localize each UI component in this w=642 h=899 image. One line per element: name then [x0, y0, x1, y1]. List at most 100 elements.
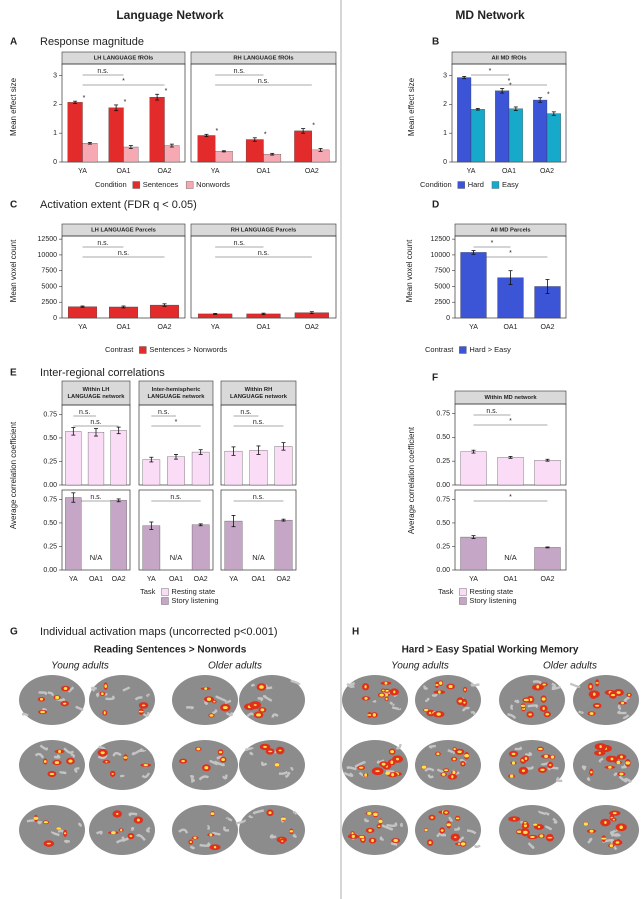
x-tick-label: OA2	[540, 576, 554, 583]
activation-core	[619, 772, 624, 776]
activation-core	[615, 841, 620, 844]
brain	[89, 675, 155, 725]
activation-core	[609, 844, 614, 848]
column-header: Language Network	[116, 8, 224, 22]
bar	[142, 525, 161, 571]
activation-core	[612, 818, 615, 821]
value-label: N/A	[90, 553, 103, 562]
significance-label: n.s.	[118, 250, 129, 257]
brain	[573, 805, 639, 855]
gyrus	[34, 752, 45, 759]
legend-swatch	[161, 588, 169, 596]
gyrus	[423, 685, 429, 690]
gyrus	[399, 822, 403, 827]
gyrus	[142, 712, 150, 717]
bar	[274, 519, 293, 571]
significance-star: *	[165, 88, 168, 95]
gyrus	[131, 747, 144, 756]
gyrus	[134, 696, 143, 701]
gyrus	[235, 819, 246, 825]
activation-core	[289, 830, 294, 833]
gyrus	[141, 772, 151, 779]
panel-letter: E	[10, 368, 17, 379]
activation-core	[115, 812, 119, 815]
activation-core	[111, 772, 114, 775]
brain	[342, 675, 408, 725]
activation-core	[509, 774, 514, 778]
activation-core	[384, 689, 389, 692]
activation-core	[436, 752, 440, 756]
significance-label: *	[508, 78, 511, 85]
activation-core	[464, 753, 470, 758]
strip-label: All MD Parcels	[490, 228, 530, 234]
error-bar	[513, 106, 518, 111]
legend-label: Hard	[468, 180, 484, 189]
significance-label: n.s.	[90, 494, 101, 501]
activation-core	[541, 697, 546, 701]
gyrus	[622, 714, 630, 719]
bar	[470, 109, 485, 163]
gyrus	[53, 754, 61, 759]
activation-core	[590, 771, 593, 774]
y-tick-label: 2	[53, 101, 57, 108]
legend-label: Nonwords	[196, 180, 230, 189]
gyrus	[262, 695, 273, 702]
y-tick-label: 1	[443, 130, 447, 137]
significance-label: n.s.	[158, 409, 169, 416]
activation-core	[373, 812, 378, 817]
strip-label: LH LANGUAGE fROIs	[94, 56, 154, 62]
gyrus	[381, 824, 394, 831]
activation-core	[464, 688, 467, 691]
error-bar	[80, 305, 85, 308]
activation-core	[595, 704, 600, 707]
x-tick-label: YA	[467, 168, 476, 175]
activation-core	[540, 768, 545, 771]
group-label: Older adults	[208, 661, 262, 672]
group-label: Young adults	[51, 661, 109, 672]
activation-core	[129, 835, 133, 838]
bar	[495, 90, 510, 163]
legend-label: Sentences	[143, 180, 179, 189]
activation-core	[218, 750, 223, 754]
gyrus	[249, 751, 254, 756]
activation-core	[43, 760, 47, 763]
strip-label: Within MD network	[484, 395, 537, 401]
y-tick-label: 0	[53, 159, 57, 166]
gyrus	[74, 767, 80, 774]
significance-label: n.s.	[97, 240, 108, 247]
gyrus	[466, 829, 477, 835]
gyrus	[551, 682, 557, 689]
gyrus	[146, 826, 151, 833]
activation-core	[528, 713, 532, 716]
activation-core	[209, 714, 214, 717]
activation-core	[538, 747, 543, 751]
gyrus	[246, 712, 254, 718]
activation-core	[536, 685, 540, 689]
error-bar	[149, 521, 154, 530]
gyrus	[248, 814, 254, 819]
activation-core	[222, 706, 228, 710]
legend-label: Resting state	[171, 587, 215, 596]
error-bar	[71, 427, 76, 436]
y-axis-label: Average correlation coefficient	[407, 426, 416, 534]
gyrus	[440, 832, 446, 837]
gyrus	[98, 745, 107, 750]
legend-label: Story listening	[469, 596, 516, 605]
panel-letter: B	[432, 37, 439, 48]
bar	[224, 520, 243, 571]
error-bar	[169, 143, 174, 148]
gyrus	[289, 766, 294, 772]
x-tick-label: YA	[78, 168, 87, 175]
gyrus	[285, 771, 291, 778]
x-tick-label: OA1	[169, 576, 183, 583]
strip	[220, 380, 297, 406]
activation-core	[359, 766, 364, 769]
gyrus	[211, 831, 221, 836]
gyrus	[290, 679, 301, 686]
activation-core	[204, 687, 208, 690]
activation-core	[451, 775, 454, 779]
bar	[460, 252, 487, 319]
error-bar	[149, 456, 154, 463]
activation-core	[189, 840, 192, 844]
activation-core	[523, 821, 527, 824]
